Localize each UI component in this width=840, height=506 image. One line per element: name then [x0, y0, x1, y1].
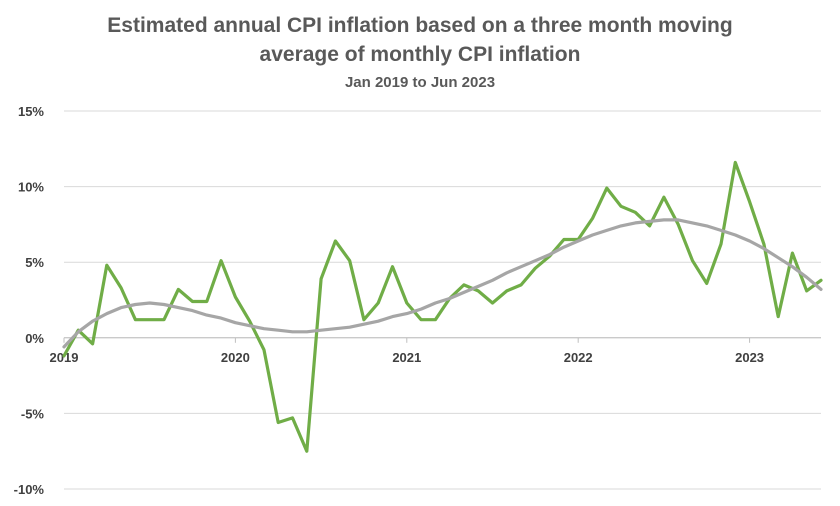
series-line-2	[62, 218, 823, 349]
y-tick-label: -5%	[21, 406, 45, 421]
y-tick-label: 0%	[25, 331, 44, 346]
chart-title-line-2: average of monthly CPI inflation	[259, 43, 581, 66]
x-tick-label: 2020	[221, 350, 250, 365]
y-tick-label: 10%	[18, 180, 44, 195]
x-tick-label: 2021	[392, 350, 421, 365]
chart-subtitle: Jan 2019 to Jun 2023	[344, 74, 496, 91]
y-tick-label: 15%	[18, 104, 44, 119]
series-line-1	[62, 160, 823, 453]
y-tick-label: -10%	[14, 482, 45, 497]
chart-title-line-1: Estimated annual CPI inflation based on …	[107, 14, 733, 37]
y-tick-label: 5%	[25, 255, 44, 270]
x-tick-label: 2022	[564, 350, 593, 365]
x-tick-label: 2023	[735, 350, 764, 365]
